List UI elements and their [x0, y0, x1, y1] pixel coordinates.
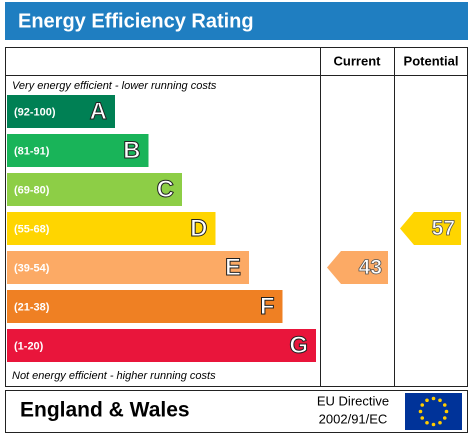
star — [420, 403, 425, 407]
band-bar — [7, 212, 216, 245]
star — [425, 420, 429, 425]
band-range: (39-54) — [14, 262, 50, 274]
top-note: Very energy efficient - lower running co… — [12, 80, 217, 92]
band-bar — [7, 290, 283, 323]
star — [425, 398, 429, 403]
rating-value: 57 — [432, 217, 455, 240]
rating-arrow — [327, 251, 388, 284]
star — [431, 396, 436, 401]
band-bar — [7, 95, 115, 128]
header-current: Current — [334, 53, 382, 68]
star — [438, 398, 442, 403]
header-potential: Potential — [404, 53, 459, 68]
directive: EU Directive — [317, 393, 389, 408]
band-bar — [7, 173, 182, 206]
star — [420, 416, 425, 420]
rating-value: 43 — [359, 256, 382, 279]
frame — [5, 47, 468, 387]
band-letter: A — [90, 98, 107, 125]
band-letter: D — [190, 215, 207, 242]
directive: 2002/91/EC — [319, 411, 388, 426]
band-letter: C — [157, 176, 174, 203]
star — [442, 416, 447, 420]
region: England & Wales — [20, 399, 190, 422]
eu-stars — [418, 396, 449, 427]
star — [431, 422, 436, 427]
band-range: (55-68) — [14, 223, 50, 235]
band-bar — [7, 329, 316, 362]
band-letter: F — [260, 293, 275, 320]
title-bar — [5, 2, 468, 40]
band-bar — [7, 134, 149, 167]
bottom-note: Not energy efficient - higher running co… — [12, 370, 216, 382]
band-range: (92-100) — [14, 106, 56, 118]
footer-frame — [5, 390, 468, 433]
star — [444, 409, 449, 414]
band-range: (69-80) — [14, 184, 50, 196]
band-range: (21-38) — [14, 301, 50, 313]
title: Energy Efficiency Rating — [18, 10, 254, 32]
band-letter: G — [289, 332, 308, 359]
band-letter: B — [123, 137, 140, 164]
band-range: (1-20) — [14, 340, 44, 352]
star — [418, 409, 423, 414]
star — [438, 420, 442, 425]
band-range: (81-91) — [14, 145, 50, 157]
star — [442, 403, 447, 407]
band-bar — [7, 251, 249, 284]
band-letter: E — [225, 254, 241, 281]
rating-arrow — [400, 212, 461, 245]
